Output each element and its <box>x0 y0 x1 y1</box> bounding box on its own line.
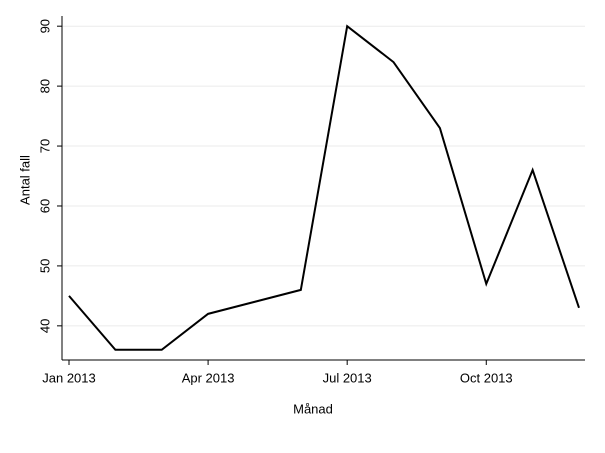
y-tick-label: 60 <box>37 199 52 213</box>
y-tick-label: 80 <box>37 79 52 93</box>
x-tick-label: Jul 2013 <box>323 370 372 385</box>
x-tick-label: Jan 2013 <box>42 370 96 385</box>
y-tick-label: 40 <box>37 319 52 333</box>
y-tick-label: 50 <box>37 259 52 273</box>
y-tick-label: 70 <box>37 139 52 153</box>
y-tick-label: 90 <box>37 19 52 33</box>
x-tick-label: Oct 2013 <box>460 370 513 385</box>
x-axis-label: Månad <box>293 401 333 416</box>
line-series <box>68 24 580 351</box>
x-tick-label: Apr 2013 <box>182 370 235 385</box>
y-axis-label: Antal fall <box>17 155 32 205</box>
